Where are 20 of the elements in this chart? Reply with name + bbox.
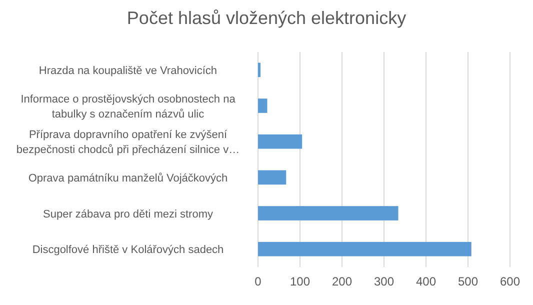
- y-tick-label: Discgolfové hřiště v Kolářových sadech: [32, 244, 224, 256]
- x-tick-label: 600: [500, 274, 520, 289]
- bar: [258, 242, 472, 256]
- bar: [258, 98, 268, 113]
- bar: [258, 134, 302, 149]
- x-tick-label: 100: [290, 274, 310, 289]
- y-tick-label: Hrazda na koupaliště ve Vrahovicích: [38, 64, 218, 77]
- x-tick-label: 300: [374, 274, 394, 289]
- x-tick-label: 200: [332, 274, 352, 289]
- bar: [258, 170, 286, 185]
- y-tick-label: Příprava dopravního opatření ke zvýšení bezpečnosti chodců při přecházení silnice v…: [16, 129, 240, 156]
- bar: [258, 62, 261, 78]
- y-tick-label: Informace o prostějovských osobnostech na tabulky s označením názvů ulic: [20, 93, 236, 120]
- bar: [258, 206, 398, 220]
- x-tick-label: 0: [254, 274, 262, 289]
- y-tick-label: Super zábava pro děti mezi stromy: [43, 208, 214, 220]
- x-tick-label: 400: [416, 274, 436, 289]
- chart-title: Počet hlasů vložených elektronicky: [126, 8, 406, 28]
- y-tick-label: Oprava památníku manželů Vojáčkových: [28, 172, 228, 184]
- x-tick-label: 500: [458, 274, 478, 289]
